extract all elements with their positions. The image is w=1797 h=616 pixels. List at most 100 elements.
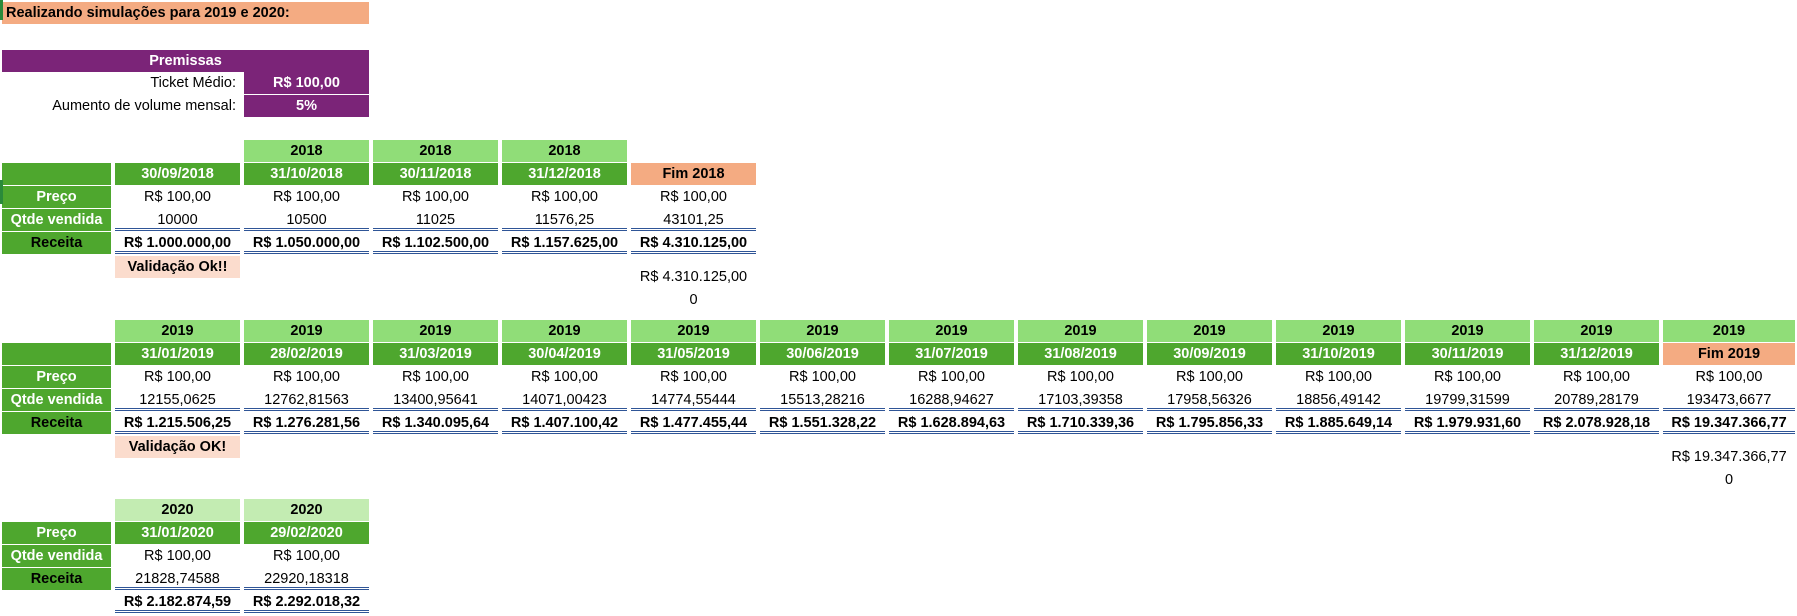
row-label-preco[interactable]: Preço — [2, 186, 111, 208]
year-header-2019[interactable]: 2019 — [1147, 320, 1272, 342]
preco-cell[interactable]: R$ 100,00 — [402, 369, 469, 385]
year-header-2018[interactable]: 2018 — [244, 140, 369, 162]
check-diff-2018[interactable]: 0 — [689, 292, 698, 308]
year-header-2018[interactable]: 2018 — [373, 140, 498, 162]
preco-cell[interactable]: R$ 100,00 — [273, 189, 340, 205]
date-header-2019[interactable]: 28/02/2019 — [244, 343, 369, 365]
preco-cell[interactable]: R$ 100,00 — [402, 189, 469, 205]
premissas-header[interactable]: Premissas — [2, 50, 369, 72]
preco-cell[interactable]: R$ 100,00 — [1695, 369, 1763, 385]
preco-cell[interactable]: R$ 100,00 — [1434, 369, 1501, 385]
qtde-cell[interactable]: 13400,95641 — [373, 389, 498, 411]
aumento-volume-value[interactable]: 5% — [244, 95, 369, 117]
qtde-cell[interactable]: 43101,25 — [631, 209, 756, 231]
fim-2018-header[interactable]: Fim 2018 — [631, 163, 756, 185]
qtde-cell[interactable]: 22920,18318 — [244, 568, 369, 590]
check-total-2019[interactable]: R$ 19.347.366,77 — [1671, 449, 1787, 465]
validacao-2018[interactable]: Validação Ok!! — [115, 256, 240, 278]
preco-cell[interactable]: R$ 100,00 — [789, 369, 856, 385]
year-header-2019[interactable]: 2019 — [1534, 320, 1659, 342]
qtde-cell[interactable]: 17103,39358 — [1018, 389, 1143, 411]
check-total-2018[interactable]: R$ 4.310.125,00 — [639, 269, 748, 285]
row-label-preco[interactable]: Preço — [2, 366, 111, 388]
receita-cell[interactable]: R$ 1.276.281,56 — [244, 412, 369, 434]
preco-cell[interactable]: R$ 100,00 — [918, 369, 985, 385]
preco-cell[interactable]: R$ 100,00 — [1176, 369, 1243, 385]
qtde-cell[interactable]: 12762,81563 — [244, 389, 369, 411]
receita-cell[interactable]: R$ 1.885.649,14 — [1276, 412, 1401, 434]
qtde-cell[interactable]: 15513,28216 — [760, 389, 885, 411]
receita-cell[interactable]: R$ 1.215.506,25 — [115, 412, 240, 434]
qtde-cell[interactable]: 11576,25 — [502, 209, 627, 231]
preco-cell[interactable]: R$ 100,00 — [1047, 369, 1114, 385]
receita-cell[interactable]: R$ 1.407.100,42 — [502, 412, 627, 434]
date-header-2019[interactable]: 31/03/2019 — [373, 343, 498, 365]
date-header-2019[interactable]: 30/06/2019 — [760, 343, 885, 365]
receita-cell[interactable]: R$ 1.102.500,00 — [373, 232, 498, 254]
date-header-2019[interactable]: 31/10/2019 — [1276, 343, 1401, 365]
qtde-cell[interactable]: 18856,49142 — [1276, 389, 1401, 411]
year-header-2020[interactable]: 2020 — [244, 499, 369, 521]
date-header-2019[interactable]: 31/05/2019 — [631, 343, 756, 365]
date-header-2020[interactable]: 31/01/2020 — [115, 522, 240, 544]
date-header-2019[interactable]: 30/11/2019 — [1405, 343, 1530, 365]
qtde-cell[interactable]: 193473,6677 — [1663, 389, 1795, 411]
date-header-2018[interactable]: 30/11/2018 — [373, 163, 498, 185]
year-header-2019[interactable]: 2019 — [373, 320, 498, 342]
sheet-title[interactable]: Realizando simulações para 2019 e 2020: — [2, 2, 369, 24]
receita-cell[interactable]: R$ 1.795.856,33 — [1147, 412, 1272, 434]
check-diff-2019[interactable]: 0 — [1724, 472, 1734, 488]
preco-cell[interactable]: R$ 100,00 — [273, 369, 340, 385]
receita-cell[interactable]: R$ 2.182.874,59 — [115, 591, 240, 613]
year-header-2019[interactable]: 2019 — [1276, 320, 1401, 342]
row-label-receita[interactable]: Receita — [2, 412, 111, 434]
fim-2019-header[interactable]: Fim 2019 — [1663, 343, 1795, 365]
year-header-2019[interactable]: 2019 — [502, 320, 627, 342]
receita-cell[interactable]: R$ 19.347.366,77 — [1663, 412, 1795, 434]
year-header-2019[interactable]: 2019 — [631, 320, 756, 342]
receita-cell[interactable]: R$ 1.628.894,63 — [889, 412, 1014, 434]
qtde-cell[interactable]: 11025 — [373, 209, 498, 231]
receita-cell[interactable]: R$ 1.050.000,00 — [244, 232, 369, 254]
preco-cell[interactable]: R$ 100,00 — [531, 369, 598, 385]
qtde-cell[interactable]: 10000 — [115, 209, 240, 231]
row-label-receita[interactable]: Receita — [2, 232, 111, 254]
ticket-medio-label[interactable]: Ticket Médio: — [150, 75, 236, 91]
preco-cell[interactable]: R$ 100,00 — [531, 189, 598, 205]
row-label-qtde[interactable]: Qtde vendida — [2, 545, 111, 567]
receita-cell[interactable]: R$ 4.310.125,00 — [631, 232, 756, 254]
date-header-2018[interactable]: 31/12/2018 — [502, 163, 627, 185]
preco-cell[interactable]: R$ 100,00 — [144, 369, 211, 385]
date-header-2019[interactable]: 30/09/2019 — [1147, 343, 1272, 365]
receita-cell[interactable]: R$ 1.477.455,44 — [631, 412, 756, 434]
year-header-2019[interactable]: 2019 — [115, 320, 240, 342]
header-blank[interactable] — [2, 343, 111, 365]
date-header-2018[interactable]: 30/09/2018 — [115, 163, 240, 185]
row-label-qtde[interactable]: Qtde vendida — [2, 389, 111, 411]
preco-cell[interactable]: R$ 100,00 — [144, 189, 211, 205]
year-header-2019[interactable]: 2019 — [889, 320, 1014, 342]
qtde-cell[interactable]: 14774,55444 — [631, 389, 756, 411]
qtde-cell[interactable]: 10500 — [244, 209, 369, 231]
date-header-2019[interactable]: 31/01/2019 — [115, 343, 240, 365]
year-header-2018[interactable]: 2018 — [502, 140, 627, 162]
receita-cell[interactable]: R$ 1.340.095,64 — [373, 412, 498, 434]
preco-cell[interactable]: R$ 100,00 — [1305, 369, 1372, 385]
receita-cell[interactable]: R$ 2.292.018,32 — [244, 591, 369, 613]
row-label-receita[interactable]: Receita — [2, 568, 111, 590]
receita-cell[interactable]: R$ 1.000.000,00 — [115, 232, 240, 254]
year-header-2020[interactable]: 2020 — [115, 499, 240, 521]
year-header-2019[interactable]: 2019 — [1405, 320, 1530, 342]
date-header-2019[interactable]: 31/12/2019 — [1534, 343, 1659, 365]
date-header-2019[interactable]: 31/08/2019 — [1018, 343, 1143, 365]
year-header-2019[interactable]: 2019 — [1018, 320, 1143, 342]
header-blank[interactable] — [2, 163, 111, 185]
ticket-medio-value[interactable]: R$ 100,00 — [244, 72, 369, 94]
receita-cell[interactable]: R$ 2.078.928,18 — [1534, 412, 1659, 434]
row-label-qtde[interactable]: Qtde vendida — [2, 209, 111, 231]
row-label-preco[interactable]: Preço — [2, 522, 111, 544]
receita-cell[interactable]: R$ 1.157.625,00 — [502, 232, 627, 254]
date-header-2019[interactable]: 31/07/2019 — [889, 343, 1014, 365]
date-header-2018[interactable]: 31/10/2018 — [244, 163, 369, 185]
receita-cell[interactable]: R$ 1.710.339,36 — [1018, 412, 1143, 434]
